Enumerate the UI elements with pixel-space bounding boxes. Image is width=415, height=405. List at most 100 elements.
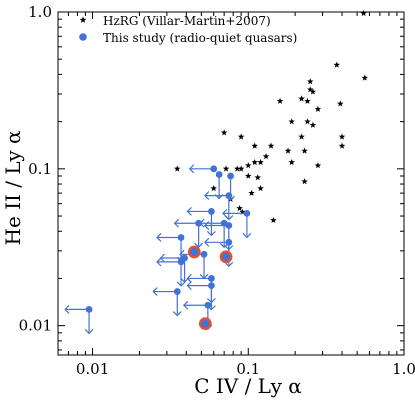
upper-limit-point <box>208 282 215 290</box>
hzrg-star-point <box>237 165 245 172</box>
hzrg-star-point <box>301 147 308 154</box>
hzrg-star-point <box>257 158 264 166</box>
hzrg-star-point <box>270 216 277 224</box>
upper-limit-arrowhead-y <box>224 261 234 268</box>
upper-limit-arrowhead-x <box>156 257 162 267</box>
hzrg-star-point <box>307 78 314 85</box>
hzrg-star-point <box>267 142 275 149</box>
plot-frame-layer <box>57 11 405 356</box>
hzrg-star-point <box>284 147 292 154</box>
hzrg-series <box>174 9 369 224</box>
upper-limit-arrowhead-x <box>152 287 158 296</box>
upper-limit-arrowhead-x <box>64 304 70 314</box>
x-tick-label: 0.1 <box>236 360 260 378</box>
upper-limit-point <box>225 222 233 229</box>
legend: HzRG (Villar-Martin+2007) This study (ra… <box>79 14 297 45</box>
upper-limit-arrowhead-x <box>156 233 162 242</box>
upper-limit-arrowhead-x <box>203 191 210 201</box>
upper-limit-point <box>225 192 233 199</box>
y-axis-label: He II / Ly α <box>1 131 25 246</box>
upper-limit-arrowhead-y <box>207 231 216 237</box>
detection-point <box>187 245 201 259</box>
radio-quiet-series <box>64 164 252 335</box>
hzrg-star-point <box>248 189 255 196</box>
hzrg-star-point <box>361 74 369 81</box>
upper-limit-arrowhead-y <box>224 215 234 221</box>
upper-limit-arrowhead-y <box>84 328 94 335</box>
x-tick-label: 1.0 <box>392 360 415 378</box>
upper-limit-point <box>177 234 185 241</box>
hzrg-star-point <box>222 165 230 172</box>
hzrg-star-point <box>309 88 317 95</box>
hzrg-star-point <box>307 86 314 93</box>
upper-limit-arrowhead-x <box>203 221 210 230</box>
legend-circle-marker <box>79 33 87 41</box>
upper-limit-arrowhead-x <box>186 207 192 216</box>
legend-label-hzrg: HzRG (Villar-Martin+2007) <box>103 14 271 28</box>
hzrg-star-point <box>276 97 284 104</box>
upper-limit-arrowhead-x <box>173 218 180 228</box>
upper-limit-arrowhead-y <box>242 232 252 239</box>
detection-point <box>198 317 212 331</box>
hzrg-star-point <box>333 61 340 68</box>
upper-limit-arrowhead-y <box>224 245 234 251</box>
hzrg-star-point <box>298 95 305 102</box>
hzrg-star-point <box>337 100 344 107</box>
hzrg-star-point <box>239 208 246 215</box>
hzrg-star-point <box>210 185 217 192</box>
legend-star-marker <box>79 16 87 23</box>
upper-limit-arrowhead-y <box>207 305 216 311</box>
upper-limit-arrowhead-x <box>199 218 205 228</box>
upper-limit-point <box>200 250 208 258</box>
x-axis-label: C IV / Ly α <box>194 374 302 398</box>
hzrg-star-point <box>220 129 228 136</box>
hzrg-star-point <box>314 162 322 169</box>
hzrg-star-point <box>304 97 311 104</box>
y-tick-label: 1.0 <box>28 3 52 21</box>
hzrg-star-point <box>314 105 322 112</box>
upper-limit-arrowhead-y <box>172 311 182 317</box>
hzrg-star-point <box>245 172 252 179</box>
upper-limit-arrowhead-x <box>186 281 192 291</box>
upper-limit-point <box>208 208 215 215</box>
hzrg-star-point <box>309 121 317 128</box>
hzrg-star-point <box>338 142 346 149</box>
legend-label-this-study: This study (radio-quiet quasars) <box>103 31 297 45</box>
hzrg-star-point <box>338 133 346 140</box>
hzrg-star-point <box>237 133 245 140</box>
hzrg-star-point <box>304 118 311 125</box>
hzrg-star-point <box>234 165 241 172</box>
hzrg-star-point <box>251 142 258 149</box>
upper-limit-point <box>195 219 203 227</box>
hzrg-star-point <box>245 162 252 169</box>
upper-limit-arrowhead-y <box>176 281 186 287</box>
upper-limit-arrowhead-x <box>186 274 192 283</box>
hzrg-star-point <box>298 133 305 140</box>
upper-limit-point <box>208 275 215 282</box>
x-tick-label: 0.01 <box>76 360 109 378</box>
hzrg-star-point <box>257 185 264 192</box>
hzrg-star-point <box>301 178 308 185</box>
plot-frame <box>57 11 405 356</box>
hzrg-star-point <box>288 118 295 125</box>
upper-limit-point <box>215 171 223 178</box>
upper-limit-point <box>210 165 218 173</box>
upper-limit-point <box>173 288 181 295</box>
hzrg-star-point <box>288 158 295 166</box>
upper-limit-point <box>243 209 251 217</box>
y-tick-label: 0.1 <box>28 160 52 178</box>
upper-limit-arrowhead-x <box>188 164 195 174</box>
upper-limit-point <box>85 305 93 313</box>
legend-star-shape <box>79 16 87 23</box>
hzrg-star-point <box>254 174 261 181</box>
hzrg-star-point <box>251 158 258 166</box>
y-tick-label: 0.01 <box>19 317 52 335</box>
upper-limit-point <box>177 258 185 266</box>
upper-limit-arrowhead-x <box>203 237 210 247</box>
axis-ticks: 0.01 0.1 1.0 0.01 0.1 1.0 <box>19 3 415 378</box>
hzrg-star-point <box>262 153 270 160</box>
upper-limit-point <box>227 172 234 180</box>
hzrg-star-point <box>236 204 243 212</box>
hzrg-star-point <box>174 165 181 172</box>
